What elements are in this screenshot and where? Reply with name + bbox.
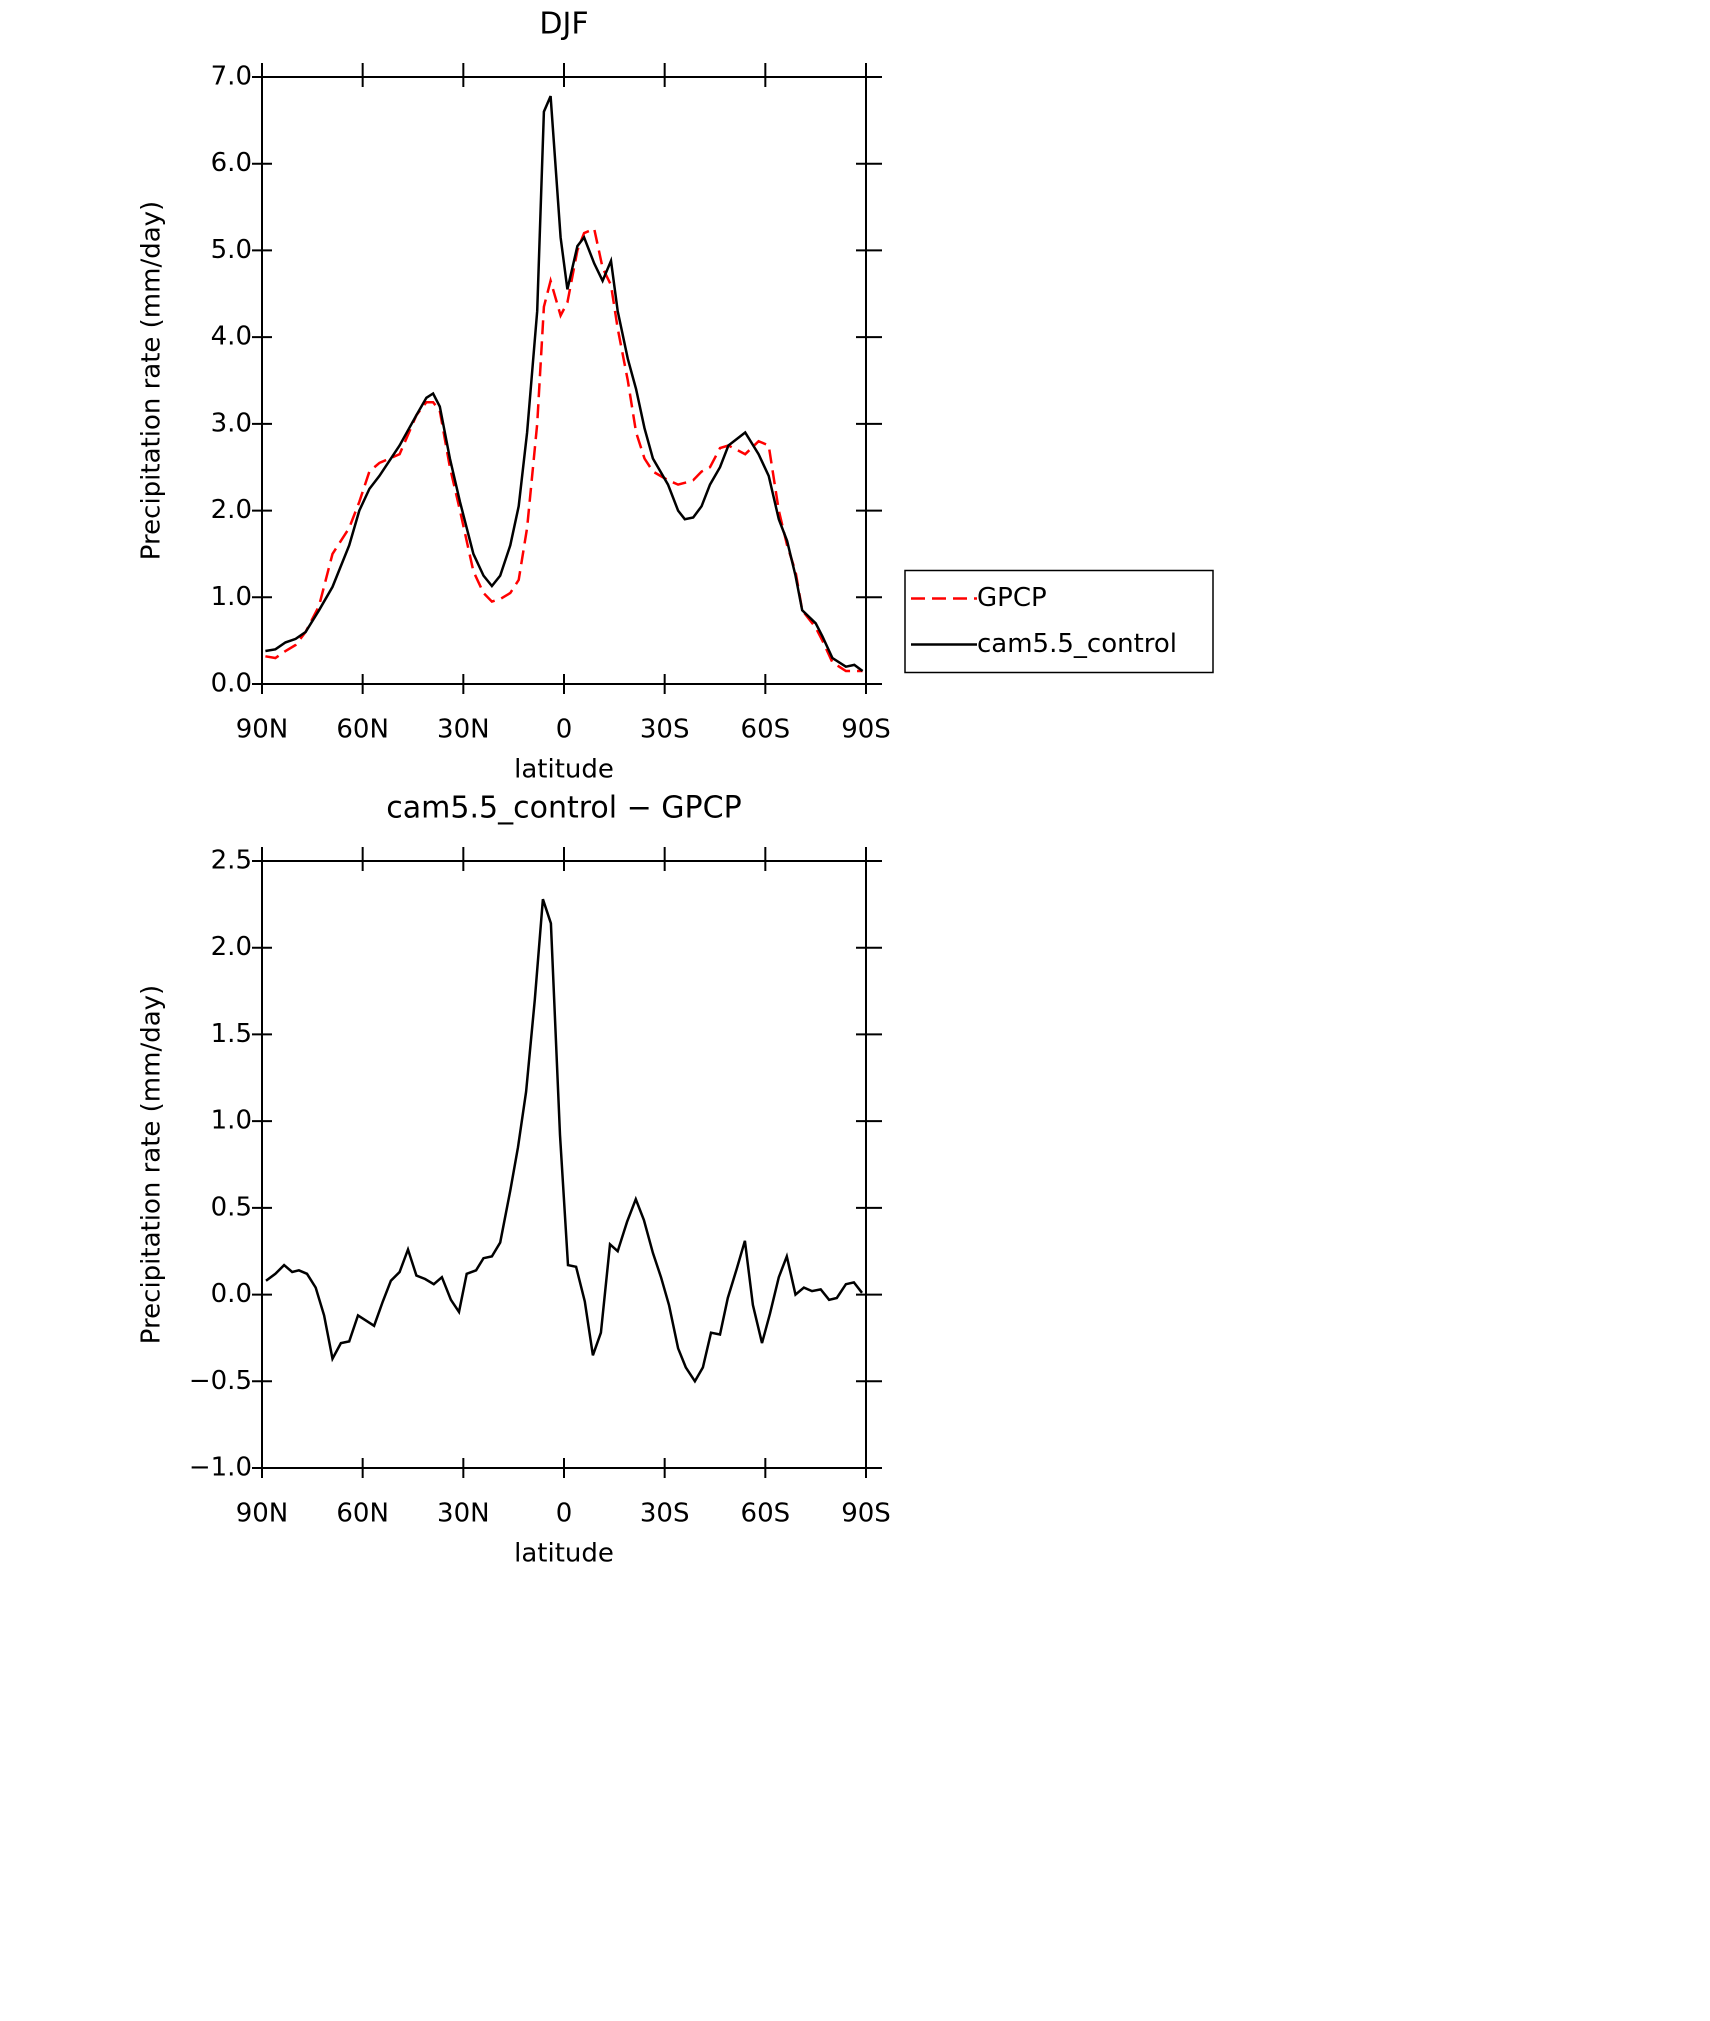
y-tick-label: 2.5 [211,846,252,876]
x-axis-label: latitude [514,1539,614,1569]
x-tick-label: 90S [841,715,891,745]
x-tick-label: 90N [236,715,289,745]
y-tick-label: −1.0 [189,1453,252,1483]
y-tick-label: 1.0 [211,1106,252,1136]
x-tick-label: 0 [556,1499,573,1529]
y-axis-label: Precipitation rate (mm/day) [137,201,167,560]
legend-label: GPCP [977,583,1047,613]
x-tick-label: 90S [841,1499,891,1529]
x-axis-label: latitude [514,755,614,785]
x-tick-label: 30N [437,715,490,745]
x-tick-label: 60S [741,715,791,745]
plot-frame [261,76,867,685]
data-line [265,898,863,1384]
x-tick-label: 60S [741,1499,791,1529]
y-tick-label: 6.0 [211,148,252,178]
x-tick-label: 30S [640,715,690,745]
y-tick-label: 5.0 [211,235,252,265]
y-tick-label: 0.5 [211,1192,252,1222]
y-tick-label: 3.0 [211,408,252,438]
y-axis-label: Precipitation rate (mm/day) [137,985,167,1344]
x-tick-label: 0 [556,715,573,745]
y-tick-label: 0.0 [211,669,252,699]
y-tick-label: 1.5 [211,1019,252,1049]
y-tick-label: 1.0 [211,582,252,612]
y-tick-label: 4.0 [211,322,252,352]
plot-frame [261,860,867,1469]
data-line [265,227,863,673]
y-tick-label: 2.0 [211,932,252,962]
data-line [265,95,864,673]
y-tick-label: 7.0 [211,62,252,92]
y-tick-label: 2.0 [211,495,252,525]
x-tick-label: 60N [336,715,389,745]
legend-box [904,569,1214,674]
legend-label: cam5.5_control [977,629,1177,659]
y-tick-label: −0.5 [189,1366,252,1396]
x-tick-label: 60N [336,1499,389,1529]
chart-title: cam5.5_control − GPCP [386,791,741,826]
x-tick-label: 30N [437,1499,490,1529]
chart-title: DJF [539,7,588,42]
x-tick-label: 90N [236,1499,289,1529]
y-tick-label: 0.0 [211,1279,252,1309]
x-tick-label: 30S [640,1499,690,1529]
